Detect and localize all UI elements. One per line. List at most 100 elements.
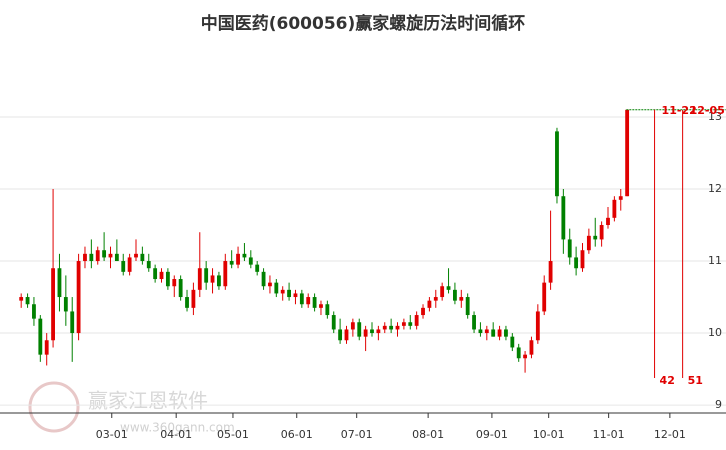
candle-body bbox=[331, 315, 336, 330]
x-tick-label: 11-01 bbox=[593, 428, 625, 441]
candle-body bbox=[140, 253, 145, 262]
candle-body bbox=[555, 131, 559, 197]
candle-body bbox=[108, 253, 113, 258]
candle-body bbox=[76, 261, 81, 334]
candle-body bbox=[159, 271, 164, 280]
candle-body bbox=[370, 329, 374, 334]
cycle-date: 12-05 bbox=[690, 104, 725, 117]
watermark-url: www.360gann.com bbox=[120, 421, 235, 435]
candle-body bbox=[612, 199, 617, 218]
candle-body bbox=[363, 329, 368, 337]
cycle-date: 11-22 bbox=[662, 104, 697, 117]
candle-body bbox=[19, 297, 24, 301]
candle-body bbox=[446, 286, 451, 290]
candle-body bbox=[599, 225, 604, 240]
candle-body bbox=[312, 297, 317, 308]
candle-body bbox=[178, 279, 183, 298]
candle-body bbox=[248, 257, 253, 265]
candle-body bbox=[319, 304, 323, 308]
candle-body bbox=[306, 297, 311, 305]
candle-body bbox=[102, 250, 107, 258]
candle-body bbox=[83, 253, 87, 262]
watermark: 赢家江恩软件 bbox=[88, 389, 208, 413]
candle-body bbox=[586, 235, 591, 251]
candle-body bbox=[165, 271, 170, 287]
candle-body bbox=[344, 329, 349, 341]
candle-body bbox=[223, 261, 228, 287]
candle-body bbox=[153, 268, 158, 280]
candle-body bbox=[210, 275, 215, 283]
candle-body bbox=[497, 329, 502, 337]
cycle-count: 51 bbox=[688, 374, 703, 387]
watermark-logo bbox=[28, 381, 80, 433]
candle-body bbox=[204, 268, 209, 283]
candle-body bbox=[414, 315, 419, 326]
candle-body bbox=[484, 329, 489, 334]
candle-body bbox=[134, 253, 138, 258]
candle-body bbox=[580, 250, 585, 269]
candle-body bbox=[287, 289, 291, 298]
candle-body bbox=[440, 286, 445, 298]
candle-body bbox=[51, 268, 55, 341]
candle-body bbox=[618, 196, 623, 200]
candle-body bbox=[395, 325, 400, 330]
candle-body bbox=[338, 329, 343, 341]
candle-body bbox=[299, 293, 304, 305]
candle-body bbox=[523, 354, 527, 359]
candle-body bbox=[574, 257, 579, 269]
candle-body bbox=[491, 329, 496, 337]
candle-body bbox=[25, 297, 30, 305]
candle-body bbox=[127, 257, 132, 272]
x-tick-label: 07-01 bbox=[341, 428, 373, 441]
candle-body bbox=[478, 329, 483, 334]
chart-title: 中国医药(600056)赢家螺旋历法时间循环 bbox=[201, 13, 526, 34]
candle-body bbox=[280, 289, 285, 294]
candle-body bbox=[625, 109, 630, 197]
x-tick-label: 05-01 bbox=[217, 428, 249, 441]
candle-body bbox=[172, 279, 177, 287]
candle-body bbox=[408, 322, 413, 326]
candle-body bbox=[421, 307, 425, 316]
candle-body bbox=[561, 196, 566, 240]
candle-body bbox=[325, 304, 330, 316]
candle-body bbox=[57, 268, 62, 298]
candle-body bbox=[593, 235, 598, 240]
candle-body bbox=[121, 261, 126, 272]
candle-body bbox=[70, 311, 75, 334]
candle-body bbox=[606, 217, 610, 226]
candle-body bbox=[510, 336, 515, 348]
candle-body bbox=[535, 311, 540, 341]
y-tick-label: 13 bbox=[708, 110, 722, 123]
candle-body bbox=[191, 289, 196, 308]
candle-body bbox=[376, 329, 381, 334]
x-tick-label: 10-01 bbox=[533, 428, 565, 441]
candle-body bbox=[274, 282, 279, 294]
candle-body bbox=[255, 264, 260, 272]
candle-body bbox=[389, 325, 394, 330]
candle-body bbox=[236, 253, 240, 265]
candle-body bbox=[453, 289, 457, 301]
candle-body bbox=[44, 340, 49, 355]
candle-body bbox=[472, 315, 476, 330]
candle-body bbox=[504, 329, 508, 337]
candle-body bbox=[459, 297, 464, 301]
candle-body bbox=[185, 297, 189, 308]
candle-body bbox=[427, 300, 432, 308]
x-tick-label: 08-01 bbox=[412, 428, 444, 441]
candle-body bbox=[382, 325, 387, 330]
y-tick-label: 9 bbox=[715, 398, 722, 411]
x-tick-label: 03-01 bbox=[96, 428, 128, 441]
candle-body bbox=[401, 322, 406, 326]
candle-body bbox=[146, 261, 151, 269]
candle-body bbox=[32, 304, 36, 319]
cycle-count: 42 bbox=[660, 374, 675, 387]
candle-body bbox=[95, 250, 100, 262]
candle-body bbox=[548, 261, 553, 283]
candle-body bbox=[516, 347, 521, 359]
candle-body bbox=[38, 318, 43, 355]
candle-body bbox=[242, 253, 247, 258]
candle-body bbox=[63, 297, 68, 312]
x-tick-label: 12-01 bbox=[654, 428, 686, 441]
x-tick-label: 09-01 bbox=[476, 428, 508, 441]
